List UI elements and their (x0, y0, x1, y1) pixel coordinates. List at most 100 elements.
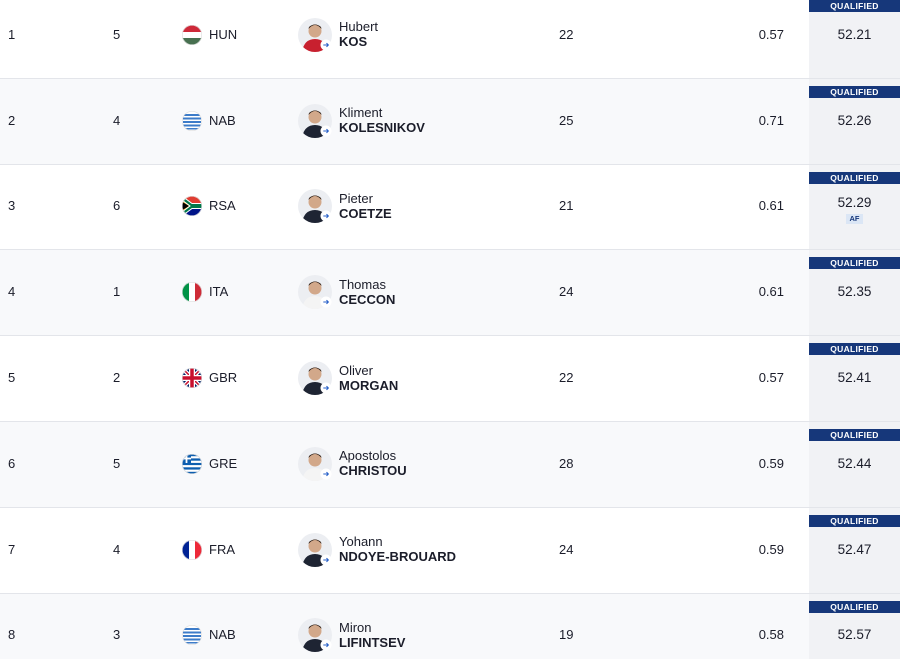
result-row: 8 3 NAB Miron LIFINTSEV 19 0.58 QUALIFIED 52.57 (0, 593, 900, 659)
lane: 3 (113, 627, 121, 643)
country-flag (182, 625, 202, 646)
reaction-time: 0.57 (758, 26, 784, 42)
last-name: KOLESNIKOV (339, 120, 425, 136)
reaction-time: 0.59 (758, 455, 784, 471)
athlete-avatar[interactable] (298, 275, 332, 310)
result-row: 7 4 FRA Yohann NDOYE-BROUARD 24 0.59 QUALIFIED 5… (0, 507, 900, 594)
athlete-avatar[interactable] (298, 189, 332, 224)
qualified-badge: QUALIFIED (809, 85, 900, 98)
age: 22 (559, 370, 574, 386)
country-code: NAB (209, 112, 236, 128)
age: 19 (559, 627, 574, 643)
result-row: 3 6 RSA Pieter COETZE 21 0.61 QUALIFIED 52.29 AF (0, 164, 900, 251)
age: 22 (559, 26, 574, 42)
last-name: MORGAN (339, 377, 399, 393)
first-name: Thomas (339, 276, 386, 292)
qualified-badge: QUALIFIED (809, 257, 900, 270)
age: 21 (559, 198, 574, 214)
reaction-time: 0.71 (758, 112, 784, 128)
first-name: Hubert (339, 19, 379, 35)
country-code: GRE (209, 455, 238, 471)
country-code: FRA (209, 541, 235, 557)
country-code: RSA (209, 198, 236, 214)
athlete-avatar[interactable] (298, 446, 332, 481)
first-name: Apostolos (339, 448, 397, 464)
last-name: NDOYE-BROUARD (339, 549, 456, 565)
lane: 4 (113, 541, 121, 557)
country-flag (182, 539, 202, 560)
first-name: Oliver (339, 362, 373, 378)
last-name: CECCON (339, 291, 396, 307)
lane: 6 (113, 198, 121, 214)
reaction-time: 0.57 (758, 370, 784, 386)
rank: 6 (8, 455, 16, 471)
result-row: 2 4 NAB Kliment KOLESNIKOV 25 0.71 QUALIFIED 52.… (0, 78, 900, 165)
qualified-badge: QUALIFIED (809, 171, 900, 184)
final-time: 52.29 (837, 195, 872, 211)
reaction-time: 0.61 (758, 284, 784, 300)
rank: 1 (8, 26, 16, 42)
last-name: CHRISTOU (339, 463, 407, 479)
first-name: Miron (339, 619, 372, 635)
athlete-avatar[interactable] (298, 618, 332, 653)
qualified-badge: QUALIFIED (809, 514, 900, 527)
rank: 4 (8, 284, 16, 300)
country-flag (182, 282, 202, 303)
country-code: ITA (209, 284, 229, 300)
first-name: Pieter (339, 190, 373, 206)
final-time: 52.44 (837, 455, 872, 471)
last-name: KOS (339, 34, 368, 50)
country-flag (182, 196, 202, 217)
lane: 1 (113, 284, 121, 300)
final-time: 52.21 (837, 26, 872, 42)
final-time: 52.47 (837, 541, 872, 557)
reaction-time: 0.58 (758, 627, 784, 643)
country-flag (182, 24, 202, 45)
country-code: NAB (209, 627, 236, 643)
athlete-avatar[interactable] (298, 103, 332, 138)
result-row: 1 5 HUN Hubert KOS 22 0.57 QUALIFIED 52.21 (0, 0, 900, 79)
result-row: 5 2 GBR Oliver MORGAN 22 0.57 QUALIFIED 52.41 (0, 336, 900, 422)
qualified-badge: QUALIFIED (809, 429, 900, 441)
qualified-badge: QUALIFIED (809, 343, 900, 356)
result-row: 4 1 ITA Thomas CECCON 24 0.61 QUALIFIED 52.35 (0, 250, 900, 337)
rank: 8 (8, 627, 16, 643)
rank: 3 (8, 198, 16, 214)
last-name: COETZE (339, 205, 392, 221)
first-name: Yohann (339, 534, 383, 550)
reaction-time: 0.61 (758, 198, 784, 214)
rank: 7 (8, 541, 16, 557)
record-tag: AF (846, 214, 863, 225)
country-code: GBR (209, 370, 238, 386)
country-code: HUN (209, 26, 238, 42)
reaction-time: 0.59 (758, 541, 784, 557)
country-flag (182, 110, 202, 131)
rank: 5 (8, 370, 16, 386)
last-name: LIFINTSEV (339, 634, 406, 650)
first-name: Kliment (339, 105, 383, 121)
athlete-avatar[interactable] (298, 361, 332, 396)
athlete-avatar[interactable] (298, 532, 332, 567)
age: 24 (559, 284, 574, 300)
lane: 4 (113, 112, 121, 128)
qualified-badge: QUALIFIED (809, 600, 900, 613)
athlete-avatar[interactable] (298, 17, 332, 52)
qualified-badge: QUALIFIED (809, 0, 900, 12)
result-row: 6 5 GRE Apostolos CHRISTOU 28 0.59 QUALIFIED 52.… (0, 422, 900, 508)
country-flag (182, 368, 202, 389)
rank: 2 (8, 112, 16, 128)
age: 28 (559, 455, 574, 471)
final-time: 52.26 (837, 112, 872, 128)
age: 24 (559, 541, 574, 557)
age: 25 (559, 112, 574, 128)
lane: 5 (113, 455, 121, 471)
final-time: 52.35 (837, 284, 872, 300)
time-column (809, 0, 900, 78)
lane: 5 (113, 26, 121, 42)
lane: 2 (113, 370, 121, 386)
final-time: 52.57 (837, 627, 872, 643)
final-time: 52.41 (837, 370, 872, 386)
country-flag (182, 453, 202, 474)
